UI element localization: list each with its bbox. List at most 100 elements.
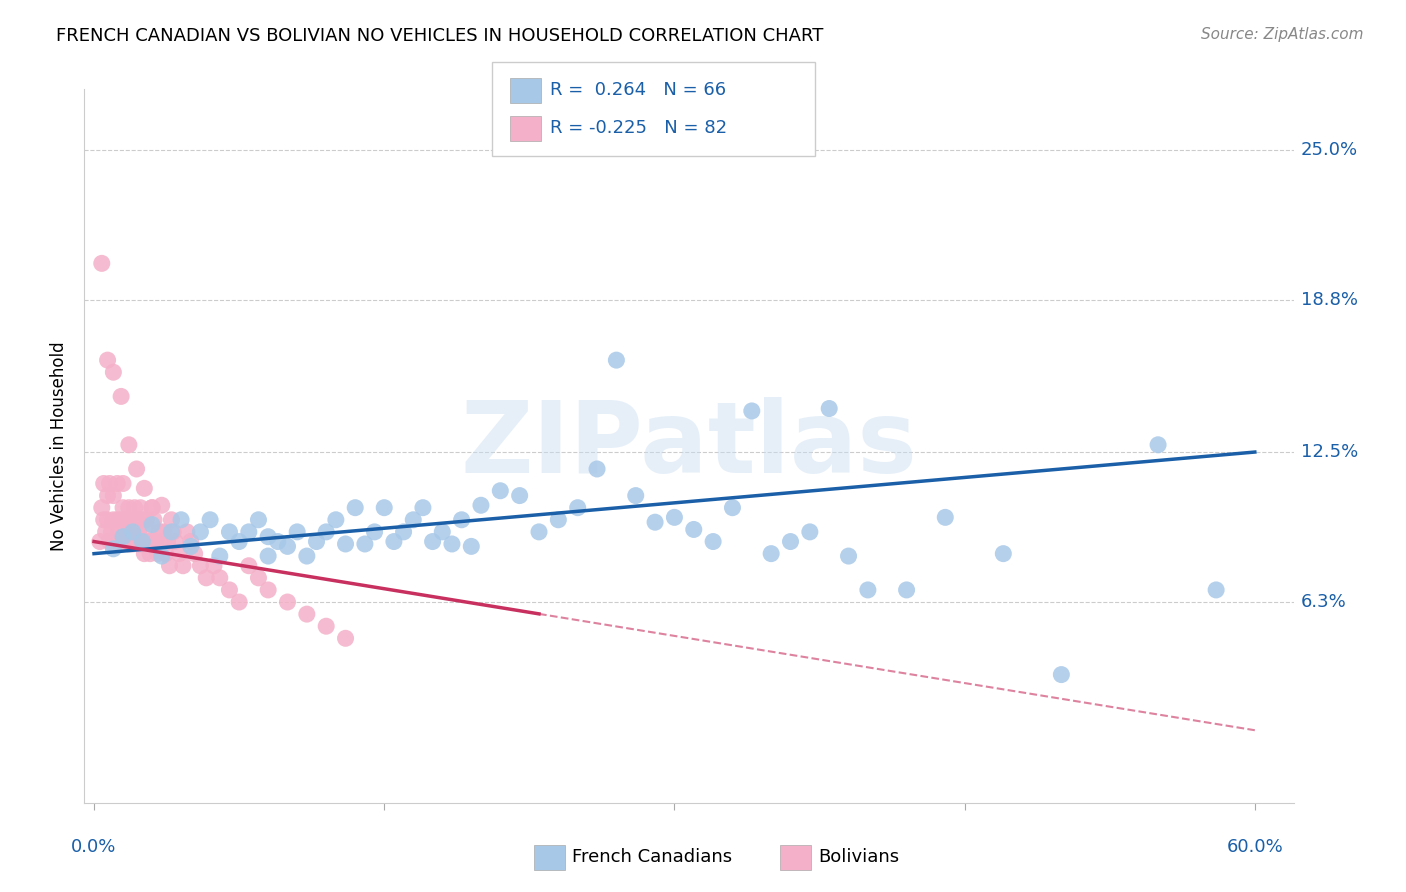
Point	[624, 489, 647, 503]
Point	[335, 632, 357, 646]
Point	[325, 513, 347, 527]
Point	[180, 540, 202, 554]
Point	[141, 500, 163, 515]
Point	[104, 534, 127, 549]
Point	[402, 513, 425, 527]
Point	[276, 540, 298, 554]
Point	[136, 534, 159, 549]
Point	[97, 513, 120, 527]
Point	[103, 541, 125, 556]
Point	[547, 513, 569, 527]
Point	[150, 534, 173, 549]
Point	[208, 549, 231, 563]
Point	[112, 530, 135, 544]
Point	[1205, 582, 1227, 597]
Point	[131, 513, 153, 527]
Point	[100, 524, 122, 539]
Point	[1050, 667, 1073, 681]
Point	[295, 549, 318, 563]
Point	[1147, 438, 1170, 452]
Point	[228, 595, 250, 609]
Point	[150, 498, 173, 512]
Point	[170, 513, 193, 527]
Point	[93, 513, 115, 527]
Point	[586, 462, 609, 476]
Text: Source: ZipAtlas.com: Source: ZipAtlas.com	[1201, 27, 1364, 42]
Point	[218, 582, 240, 597]
Point	[105, 513, 128, 527]
Point	[247, 571, 270, 585]
Text: 12.5%: 12.5%	[1301, 443, 1358, 461]
Point	[702, 534, 724, 549]
Point	[664, 510, 686, 524]
Point	[190, 524, 212, 539]
Text: 6.3%: 6.3%	[1301, 593, 1347, 611]
Point	[103, 489, 125, 503]
Point	[112, 500, 135, 515]
Point	[98, 534, 121, 549]
Point	[110, 537, 132, 551]
Point	[450, 513, 472, 527]
Point	[167, 547, 190, 561]
Point	[373, 500, 395, 515]
Point	[257, 530, 280, 544]
Point	[818, 401, 841, 416]
Point	[344, 500, 367, 515]
Point	[129, 537, 152, 551]
Point	[896, 582, 918, 597]
Point	[103, 365, 125, 379]
Point	[112, 476, 135, 491]
Point	[509, 489, 531, 503]
Point	[247, 513, 270, 527]
Point	[228, 534, 250, 549]
Point	[146, 547, 169, 561]
Point	[838, 549, 860, 563]
Point	[162, 524, 184, 539]
Point	[238, 524, 260, 539]
Point	[125, 513, 148, 527]
Point	[125, 462, 148, 476]
Point	[110, 513, 132, 527]
Point	[779, 534, 801, 549]
Text: 0.0%: 0.0%	[72, 838, 117, 856]
Point	[354, 537, 377, 551]
Point	[198, 513, 221, 527]
Point	[93, 476, 115, 491]
Point	[98, 476, 121, 491]
Text: ZIPatlas: ZIPatlas	[461, 398, 917, 494]
Point	[89, 534, 111, 549]
Point	[134, 547, 156, 561]
Point	[143, 513, 166, 527]
Point	[155, 547, 177, 561]
Point	[141, 517, 163, 532]
Point	[94, 524, 117, 539]
Point	[305, 534, 328, 549]
Point	[208, 571, 231, 585]
Point	[150, 549, 173, 563]
Point	[134, 481, 156, 495]
Point	[103, 513, 125, 527]
Point	[114, 534, 136, 549]
Point	[121, 524, 143, 539]
Point	[136, 524, 159, 539]
Point	[335, 537, 357, 551]
Y-axis label: No Vehicles in Household: No Vehicles in Household	[51, 341, 69, 551]
Text: FRENCH CANADIAN VS BOLIVIAN NO VEHICLES IN HOUSEHOLD CORRELATION CHART: FRENCH CANADIAN VS BOLIVIAN NO VEHICLES …	[56, 27, 824, 45]
Point	[176, 524, 198, 539]
Point	[934, 510, 956, 524]
Point	[121, 524, 143, 539]
Point	[218, 524, 240, 539]
Point	[129, 500, 152, 515]
Point	[295, 607, 318, 621]
Point	[90, 256, 112, 270]
Point	[470, 498, 492, 512]
Point	[128, 524, 150, 539]
Point	[131, 534, 153, 549]
Point	[759, 547, 782, 561]
Point	[257, 549, 280, 563]
Point	[195, 571, 218, 585]
Point	[165, 534, 187, 549]
Point	[392, 524, 415, 539]
Point	[363, 524, 385, 539]
Point	[115, 524, 138, 539]
